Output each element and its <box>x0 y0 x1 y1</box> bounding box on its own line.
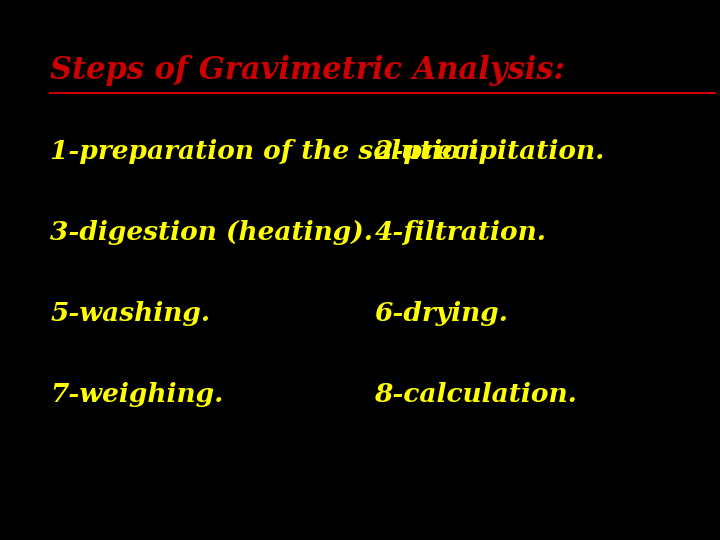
Text: 2-precipitation.: 2-precipitation. <box>374 139 605 164</box>
Text: 5-washing.: 5-washing. <box>50 301 210 326</box>
Text: 7-weighing.: 7-weighing. <box>50 382 224 407</box>
Text: 6-drying.: 6-drying. <box>374 301 508 326</box>
Text: 1-preparation of the solution.: 1-preparation of the solution. <box>50 139 488 164</box>
Text: 8-calculation.: 8-calculation. <box>374 382 577 407</box>
Text: Steps of Gravimetric Analysis:: Steps of Gravimetric Analysis: <box>50 55 565 86</box>
Text: 4-filtration.: 4-filtration. <box>374 220 546 245</box>
Text: 3-digestion (heating).: 3-digestion (heating). <box>50 220 373 245</box>
